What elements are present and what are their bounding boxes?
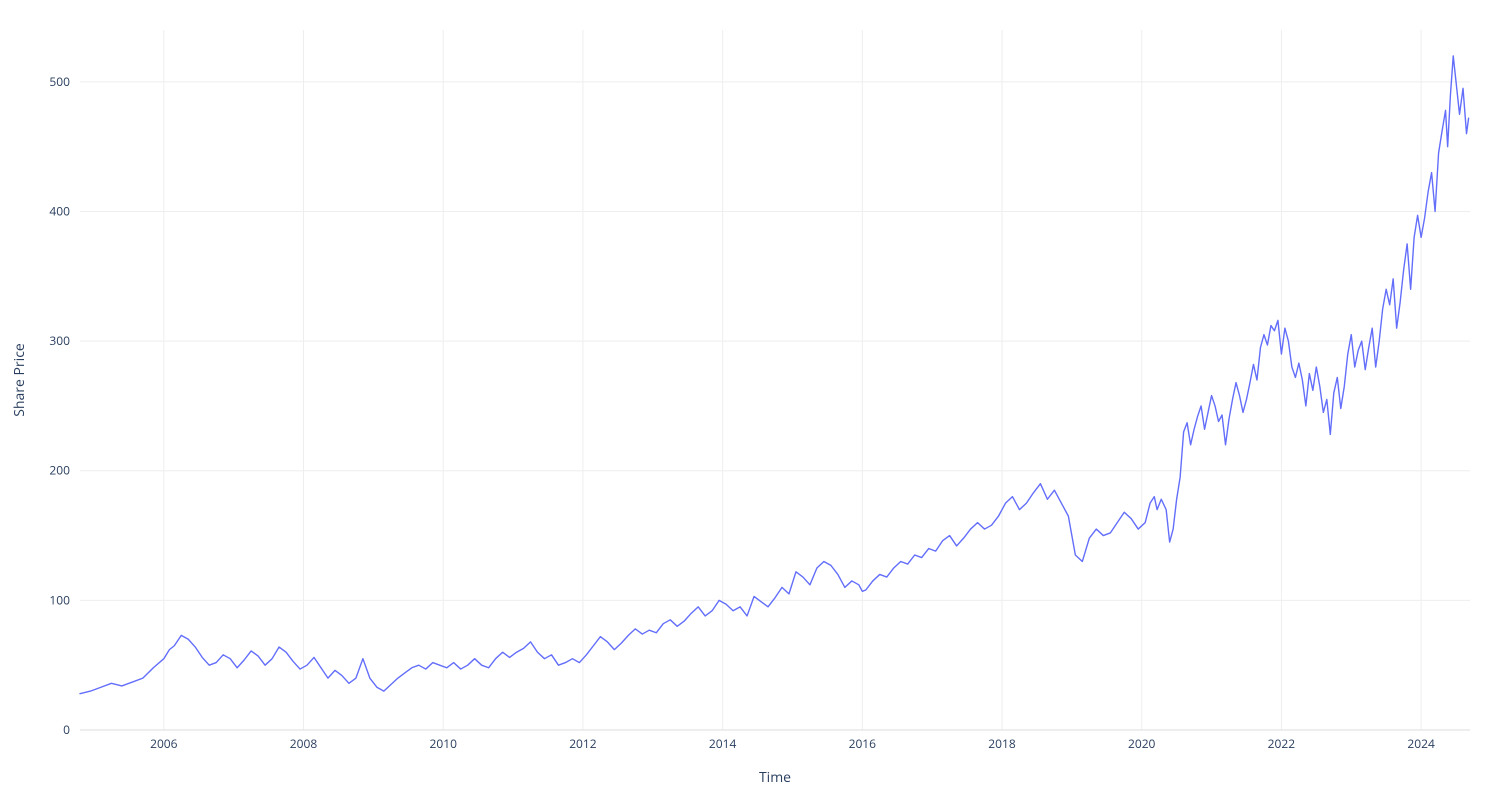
y-tick-label: 300 — [49, 332, 70, 349]
x-tick-label: 2020 — [1128, 735, 1156, 752]
chart-svg[interactable]: 2006 2008 2010 2012 2014 2016 2018 2020 2022 2024… — [0, 0, 1500, 800]
x-tick-label: 2014 — [709, 735, 737, 752]
share-price-chart[interactable]: 2006 2008 2010 2012 2014 2016 2018 2020 2022 2024… — [0, 0, 1500, 800]
x-tick-label: 2016 — [849, 735, 877, 752]
y-tick-label: 0 — [63, 721, 70, 738]
x-tick-label: 2018 — [988, 735, 1016, 752]
x-tick-label: 2010 — [429, 735, 457, 752]
y-tick-label: 500 — [49, 73, 70, 90]
x-tick-label: 2006 — [150, 735, 178, 752]
y-tick-label: 400 — [49, 202, 70, 219]
x-axis-label: Time — [759, 768, 791, 787]
y-tick-label: 200 — [49, 462, 70, 479]
y-axis-label: Share Price — [10, 343, 29, 417]
y-tick-label: 100 — [49, 591, 70, 608]
x-tick-label: 2022 — [1268, 735, 1296, 752]
x-tick-label: 2008 — [290, 735, 318, 752]
x-tick-label: 2024 — [1407, 735, 1435, 752]
x-tick-label: 2012 — [569, 735, 597, 752]
